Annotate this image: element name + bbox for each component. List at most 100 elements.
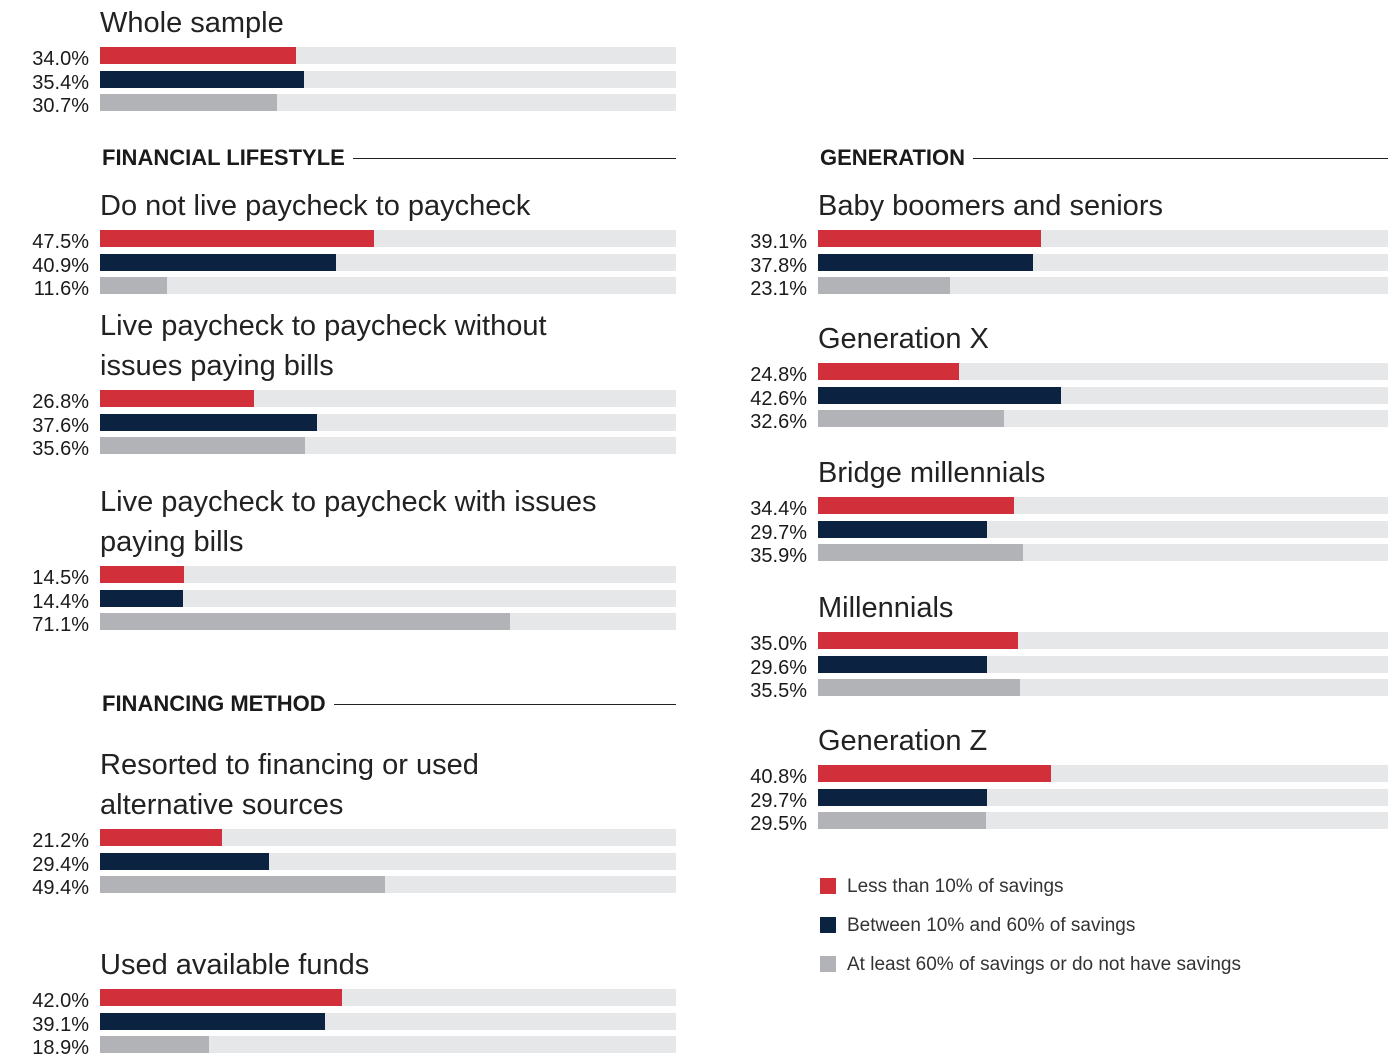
bar (818, 497, 1015, 514)
value-label: 11.6% (33, 277, 89, 300)
bar-track (100, 590, 676, 607)
bar (818, 789, 988, 806)
value-label: 34.0% (32, 47, 89, 70)
group-title: Live paycheck to paycheck without issues… (100, 310, 547, 382)
value-label: 40.8% (750, 765, 807, 788)
value-label: 26.8% (32, 390, 89, 413)
value-label: 34.4% (750, 497, 807, 520)
legend-label: Between 10% and 60% of savings (847, 915, 1136, 936)
value-label: 35.6% (32, 437, 89, 460)
value-label: 37.6% (32, 414, 89, 437)
section-title: GENERATION (820, 145, 966, 170)
value-label: 29.7% (750, 789, 807, 812)
bar (100, 437, 306, 454)
group-title: Bridge millennials (818, 457, 1046, 489)
group-title: Used available funds (100, 949, 370, 981)
bar-track (100, 1036, 676, 1053)
value-label: 35.4% (32, 71, 89, 94)
value-label: 37.8% (750, 254, 807, 277)
bar-track (100, 277, 676, 294)
value-label: 32.6% (750, 410, 807, 433)
value-label: 21.2% (32, 829, 89, 852)
value-label: 71.1% (32, 613, 89, 636)
value-label: 42.0% (32, 989, 89, 1012)
section-title: FINANCING METHOD (102, 691, 326, 716)
bar (100, 590, 183, 607)
value-label: 39.1% (32, 1013, 89, 1036)
value-label: 39.1% (750, 230, 807, 253)
bar (100, 829, 223, 846)
header-rule (973, 157, 1388, 159)
value-label: 30.7% (32, 94, 89, 117)
value-label: 24.8% (750, 363, 807, 386)
group-title: Resorted to financing or used alternativ… (100, 749, 479, 821)
bar (100, 230, 374, 247)
bar (818, 632, 1018, 649)
value-label: 18.9% (32, 1036, 89, 1059)
bar (818, 363, 960, 380)
bar (100, 566, 184, 583)
bar (100, 1013, 326, 1030)
bar (100, 254, 336, 271)
header-rule (333, 703, 676, 705)
bar (818, 410, 1004, 427)
value-label: 14.5% (32, 566, 89, 589)
bar (100, 277, 167, 294)
bar-track (100, 566, 676, 583)
legend-swatch (820, 917, 836, 933)
bar (818, 544, 1023, 561)
legend-label: At least 60% of savings or do not have s… (847, 954, 1241, 975)
section-header: FINANCIAL LIFESTYLE (102, 145, 676, 170)
bar (100, 47, 296, 64)
header-rule (352, 157, 676, 159)
group-title: Generation X (818, 323, 989, 355)
value-label: 35.0% (750, 632, 807, 655)
value-label: 35.9% (750, 544, 807, 567)
value-label: 14.4% (32, 590, 89, 613)
bar-track (818, 277, 1388, 294)
bar (818, 679, 1021, 696)
bar (818, 230, 1041, 247)
group-title: Live paycheck to paycheck with issues pa… (100, 486, 597, 558)
value-label: 29.5% (750, 812, 807, 835)
value-label: 23.1% (750, 277, 807, 300)
bar-track (100, 829, 676, 846)
value-label: 29.6% (750, 656, 807, 679)
bar (100, 1036, 209, 1053)
group-title: Do not live paycheck to paycheck (100, 190, 531, 222)
bar (818, 387, 1061, 404)
group-title: Baby boomers and seniors (818, 190, 1163, 222)
group-title: Generation Z (818, 725, 988, 757)
value-label: 29.4% (32, 853, 89, 876)
section-title: FINANCIAL LIFESTYLE (102, 145, 345, 170)
bar (100, 71, 304, 88)
bar (818, 521, 988, 538)
value-label: 29.7% (750, 521, 807, 544)
value-label: 40.9% (32, 254, 89, 277)
legend-label: Less than 10% of savings (847, 876, 1064, 897)
bar (818, 656, 987, 673)
bar (818, 254, 1034, 271)
bar (100, 94, 277, 111)
legend-swatch (820, 878, 836, 894)
value-label: 49.4% (32, 876, 89, 899)
value-label: 47.5% (32, 230, 89, 253)
bar-track (818, 363, 1388, 380)
bar (818, 277, 950, 294)
section-header: FINANCING METHOD (102, 691, 676, 716)
bar (818, 812, 987, 829)
bar (100, 876, 385, 893)
bar (100, 613, 510, 630)
value-label: 35.5% (750, 679, 807, 702)
bar (100, 390, 255, 407)
bar (100, 989, 342, 1006)
bar (100, 414, 317, 431)
section-header: GENERATION (820, 145, 1388, 170)
bar (100, 853, 270, 870)
group-title: Whole sample (100, 7, 284, 39)
group-title: Millennials (818, 592, 954, 624)
value-label: 42.6% (750, 387, 807, 410)
legend-swatch (820, 956, 836, 972)
bar (818, 765, 1051, 782)
